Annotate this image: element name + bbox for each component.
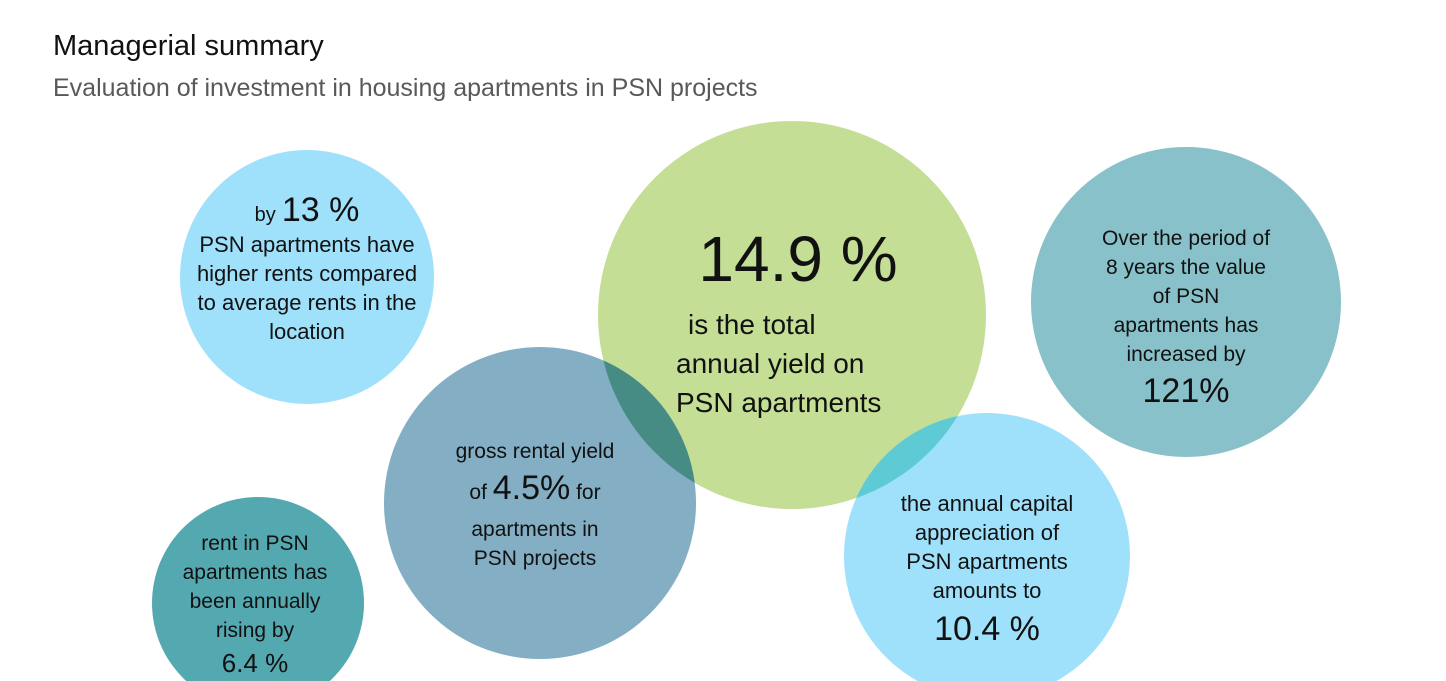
gross-yield-line: gross rental yield: [455, 440, 615, 463]
value-increase-line: increased by: [1126, 343, 1246, 366]
bubble-rents-higher-text: by 13 % PSN apartments have higher rents…: [180, 193, 434, 346]
bubble-value-increase-text: Over the period of 8 years the value of …: [1076, 224, 1296, 413]
rents-higher-prefix: by: [254, 204, 276, 226]
total-yield-line: annual yield on: [676, 348, 865, 379]
value-increase-line: apartments has: [1113, 314, 1259, 337]
total-yield-line: PSN apartments: [676, 387, 882, 418]
rent-rising-value: 6.4 %: [221, 648, 289, 678]
page-subtitle: Evaluation of investment in housing apar…: [53, 74, 758, 102]
capital-appreciation-line: appreciation of: [914, 520, 1060, 545]
capital-appreciation-line: amounts to: [932, 578, 1042, 603]
value-increase-line: of PSN: [1152, 285, 1220, 308]
value-increase-line: 8 years the value: [1106, 256, 1266, 279]
value-increase-line: Over the period of: [1101, 227, 1271, 250]
bubble-total-yield-value: 14.9 %: [698, 223, 898, 295]
rents-higher-line: PSN apartments have: [199, 232, 415, 257]
capital-appreciation-line: the annual capital: [900, 491, 1074, 516]
rents-higher-line: to average rents in the: [197, 290, 417, 315]
rents-higher-line: location: [269, 319, 345, 344]
bubble-rents-higher: [180, 150, 434, 404]
gross-yield-value: 4.5%: [492, 469, 571, 507]
bubble-gross-yield: [384, 347, 696, 659]
bubble-rent-rising: [152, 497, 364, 681]
bubble-total-yield: [598, 121, 986, 509]
gross-yield-suffix: for: [576, 481, 601, 504]
rent-rising-line: been annually: [189, 590, 321, 613]
gross-yield-line: PSN projects: [473, 547, 597, 570]
rent-rising-line: rising by: [215, 619, 295, 642]
bubble-value-increase: [1031, 147, 1341, 457]
bubble-capital-appreciation: [844, 413, 1130, 681]
rent-rising-line: rent in PSN: [201, 532, 309, 555]
total-yield-line: is the total: [688, 309, 816, 340]
gross-yield-prefix: of: [469, 481, 487, 504]
page-title: Managerial summary: [53, 30, 324, 62]
bubble-total-yield-text: is the total annual yield on PSN apartme…: [660, 305, 915, 422]
bubble-gross-yield-text: gross rental yield of 4.5% for apartment…: [420, 437, 650, 573]
bubble-rent-rising-text: rent in PSN apartments has been annually…: [160, 529, 350, 681]
bubble-capital-appreciation-text: the annual capital appreciation of PSN a…: [872, 489, 1102, 653]
rents-higher-line: higher rents compared: [196, 261, 418, 286]
value-increase-value: 121%: [1142, 372, 1230, 410]
rents-higher-value: 13 %: [281, 191, 360, 229]
gross-yield-line: apartments in: [471, 518, 599, 541]
rent-rising-line: apartments has: [182, 561, 328, 584]
capital-appreciation-line: PSN apartments: [906, 549, 1068, 574]
capital-appreciation-value: 10.4 %: [934, 610, 1040, 648]
